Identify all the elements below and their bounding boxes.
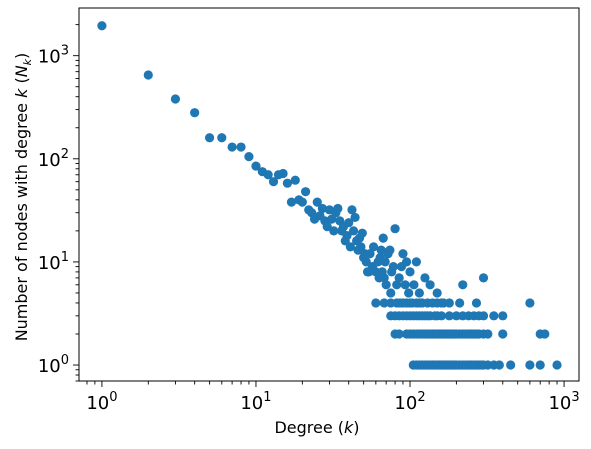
x-axis-ticks: 100 101 102 103 [86,381,580,414]
data-point-28 [322,222,332,232]
data-point-167 [483,329,493,339]
x-axis-label: Degree (k) [274,418,359,437]
y-tick-label-3: 103 [38,44,69,68]
data-point-132 [489,311,499,321]
x-tick-label-2: 102 [394,390,425,414]
data-point-88 [432,288,442,298]
data-point-31 [329,226,339,236]
data-points [97,21,562,370]
data-point-124 [436,311,447,321]
data-point-78 [401,257,412,267]
data-point-61 [376,245,386,255]
data-point-69 [386,288,396,298]
data-point-40 [345,242,355,252]
data-point-3 [190,108,200,118]
data-point-16 [290,175,300,185]
data-point-87 [425,280,435,290]
y-axis-ticks: 100 101 102 103 [38,24,79,382]
data-point-206 [506,360,516,370]
plot-frame [78,7,580,382]
data-point-170 [540,329,550,339]
data-point-90 [371,298,381,308]
data-point-64 [379,273,389,283]
data-point-97 [405,298,415,308]
data-point-39 [344,218,354,228]
data-point-17 [286,197,297,207]
data-point-19 [297,197,307,207]
data-point-80 [405,267,415,277]
data-point-7 [236,142,246,152]
y-tick-label-2: 102 [38,147,69,171]
data-point-125 [444,311,454,321]
data-point-1 [143,70,153,80]
data-point-106 [455,298,465,308]
data-point-54 [365,249,375,259]
data-point-26 [317,203,328,214]
data-point-42 [348,226,359,236]
data-point-8 [244,152,254,162]
x-tick-label-0: 100 [86,390,117,414]
data-point-72 [390,224,400,234]
x-tick-label-3: 103 [548,390,579,414]
data-point-171 [458,280,468,290]
data-point-84 [414,288,424,298]
data-point-76 [398,249,408,259]
data-point-6 [227,142,237,152]
data-point-38 [342,230,352,241]
y-tick-label-0: 100 [38,353,69,377]
data-point-0 [97,21,107,31]
data-point-91 [379,298,389,308]
data-point-5 [217,133,227,143]
data-point-14 [278,168,288,179]
data-point-86 [420,273,430,283]
data-point-133 [498,311,508,321]
y-axis-label: Number of nodes with degree k (Nk) [12,53,34,342]
data-point-15 [282,178,293,188]
data-point-24 [312,197,322,207]
data-point-73 [392,280,402,290]
data-point-65 [380,257,390,267]
data-point-135 [394,329,404,339]
data-point-83 [411,257,421,267]
data-point-126 [451,311,461,321]
data-point-66 [381,280,391,290]
data-point-43 [350,212,360,223]
data-point-108 [525,298,535,308]
data-point-205 [494,360,504,370]
data-point-168 [498,329,508,339]
data-point-20 [301,187,311,197]
data-point-208 [535,360,545,370]
data-point-209 [552,360,562,370]
data-point-74 [394,273,404,283]
data-point-77 [400,280,410,290]
data-point-82 [409,280,419,290]
data-point-63 [378,233,388,243]
data-point-105 [444,298,454,308]
data-point-131 [478,311,489,321]
data-point-47 [356,242,366,252]
y-tick-label-1: 101 [38,250,69,274]
data-point-56 [368,242,379,252]
data-point-9 [251,161,261,171]
data-point-2 [170,94,181,104]
x-tick-label-1: 101 [240,390,271,414]
data-point-11 [263,170,273,180]
data-point-79 [404,288,414,298]
data-point-68 [385,245,395,255]
data-point-33 [333,203,343,214]
data-point-172 [478,273,489,283]
data-point-12 [268,177,279,187]
data-point-48 [357,228,367,238]
data-point-71 [388,262,398,272]
data-point-107 [471,298,482,308]
data-point-4 [204,133,215,143]
data-point-104 [436,298,447,308]
data-point-41 [347,205,357,215]
data-point-207 [525,360,535,370]
